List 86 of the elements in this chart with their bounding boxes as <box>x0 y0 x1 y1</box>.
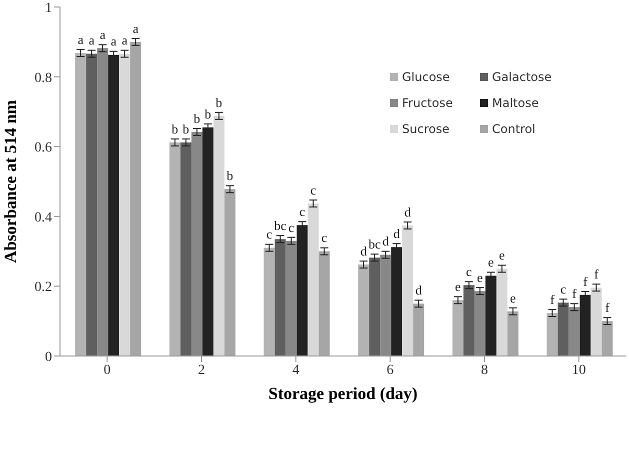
bar <box>130 42 142 356</box>
legend-label: Control <box>491 122 536 136</box>
bar <box>119 54 130 356</box>
data-label: e <box>455 279 462 294</box>
data-label: b <box>172 121 178 136</box>
legend-label: Galactose <box>491 70 553 84</box>
data-label: b <box>204 106 212 122</box>
data-label: d <box>360 243 368 258</box>
bar <box>602 321 613 356</box>
legend-label: Sucrose <box>401 122 450 136</box>
bar <box>463 285 474 356</box>
data-label: c <box>288 220 294 235</box>
bar <box>213 116 224 356</box>
data-label: f <box>594 266 600 282</box>
bar <box>507 311 518 356</box>
data-label: c <box>466 264 472 280</box>
x-tick-label: 0 <box>104 362 111 378</box>
data-label: bc <box>368 236 381 252</box>
data-label: c <box>299 204 306 220</box>
bar <box>318 251 330 356</box>
data-label: c <box>560 282 566 297</box>
y-tick-label: 0.2 <box>34 280 52 296</box>
bar <box>86 54 98 356</box>
x-tick-label: 2 <box>198 362 205 378</box>
data-label: f <box>583 274 588 289</box>
bar <box>274 239 286 356</box>
bar <box>224 189 236 356</box>
bar <box>286 240 297 356</box>
data-label: a <box>122 32 128 48</box>
data-label: e <box>499 248 506 263</box>
bar <box>308 203 319 356</box>
legend-label: Maltose <box>491 96 540 110</box>
y-tick-label: 1 <box>45 0 52 16</box>
data-label: a <box>100 27 106 42</box>
bar <box>452 300 464 356</box>
data-label: f <box>605 300 610 316</box>
y-tick-label: 0 <box>45 350 52 365</box>
bar <box>380 254 392 356</box>
data-label: b <box>194 110 200 126</box>
data-label: d <box>393 226 400 242</box>
bar <box>180 142 192 356</box>
y-tick-label: 0.4 <box>34 210 52 226</box>
data-label: e <box>477 270 484 286</box>
data-label: e <box>510 290 516 306</box>
data-label: b <box>226 168 234 184</box>
y-tick-label: 0.6 <box>34 140 52 156</box>
data-label: a <box>78 32 84 47</box>
data-label: b <box>216 94 222 110</box>
data-label: b <box>182 121 190 136</box>
x-tick-label: 8 <box>481 362 488 378</box>
bar <box>75 53 86 356</box>
data-label: c <box>321 230 328 246</box>
bar <box>358 264 370 356</box>
bar <box>546 313 558 356</box>
bar <box>474 291 486 356</box>
bar <box>568 307 580 356</box>
bar <box>191 132 202 356</box>
data-label: bc <box>274 218 287 234</box>
data-label: a <box>132 20 139 36</box>
data-label: d <box>382 234 390 249</box>
bar <box>413 304 424 356</box>
bar <box>590 288 602 356</box>
x-tick-label: 10 <box>572 362 586 378</box>
y-axis-title: Absorbance at 514 nm <box>1 100 20 263</box>
bar <box>558 302 569 356</box>
data-label: d <box>415 282 422 298</box>
bar <box>264 248 275 356</box>
data-label: c <box>266 226 272 242</box>
bar <box>169 142 180 356</box>
bar <box>369 258 380 356</box>
data-label: a <box>110 34 117 49</box>
y-tick-label: 0.8 <box>34 70 52 86</box>
x-tick-label: 4 <box>292 362 300 378</box>
legend-label: Glucose <box>401 70 451 84</box>
bar <box>496 268 508 356</box>
legend-label: Fructose <box>401 96 454 110</box>
data-label: c <box>310 182 316 198</box>
bar <box>402 225 414 356</box>
data-label: e <box>488 254 494 270</box>
bar <box>97 48 108 356</box>
data-label: f <box>572 286 578 302</box>
data-label: d <box>404 204 412 220</box>
x-axis-title: Storage period (day) <box>268 384 418 403</box>
data-label: f <box>550 292 556 308</box>
data-label: a <box>88 32 95 48</box>
x-tick-label: 6 <box>386 362 394 378</box>
